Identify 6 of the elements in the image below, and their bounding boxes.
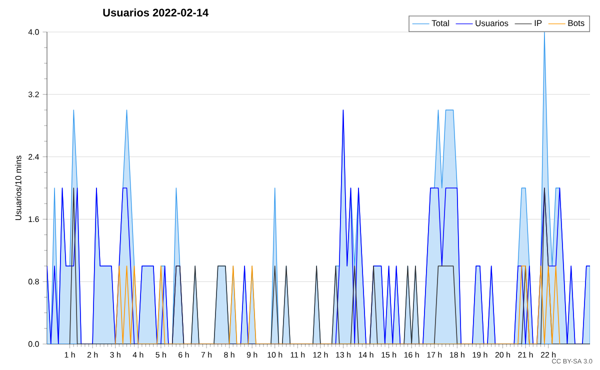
- y-axis-title: Usuarios/10 mins: [15, 156, 22, 220]
- legend-label: Usuarios: [476, 20, 508, 26]
- legend-label: Total: [432, 20, 449, 26]
- legend-label: IP: [534, 20, 542, 26]
- chart-title: Usuarios 2022-02-14: [103, 8, 209, 17]
- legend-label: Bots: [568, 20, 584, 26]
